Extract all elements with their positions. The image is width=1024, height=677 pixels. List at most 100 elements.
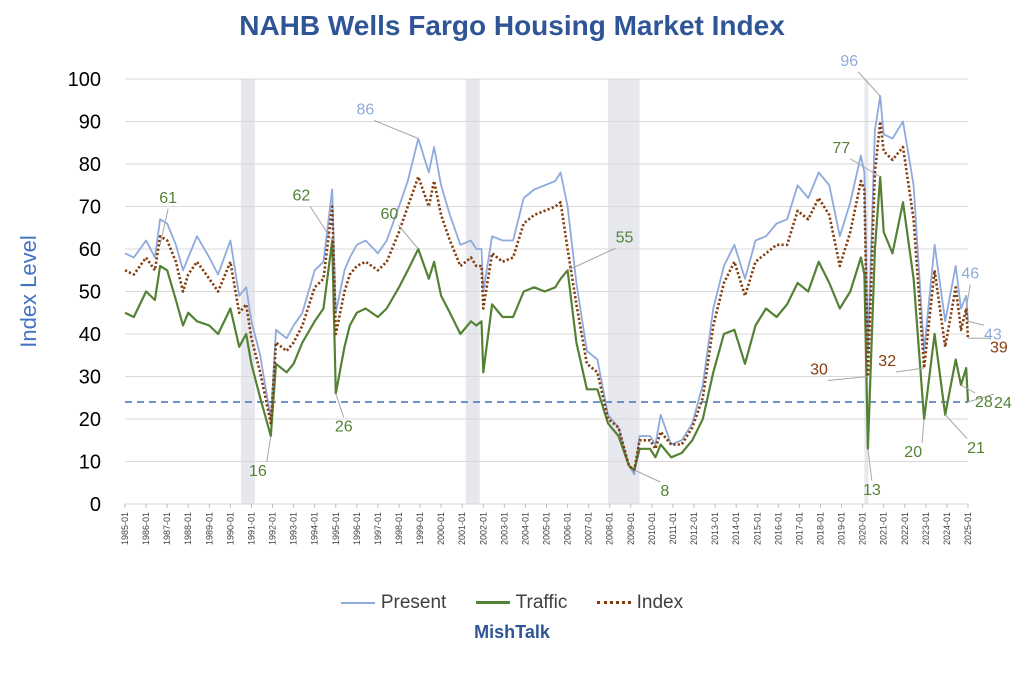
data-label: 20 [904, 444, 922, 461]
x-tick-label: 2006-01 [563, 512, 573, 545]
legend-item-index: Index [596, 592, 684, 614]
x-tick-label: 1999-01 [415, 512, 425, 545]
legend-item-present: Present [340, 592, 447, 614]
data-label: 32 [878, 353, 896, 370]
x-tick-label: 2019-01 [837, 512, 847, 545]
data-label: 61 [159, 190, 177, 207]
x-tick-label: 1991-01 [246, 512, 256, 545]
y-tick-label: 40 [79, 324, 101, 346]
legend-label-present: Present [380, 592, 447, 613]
x-tick-label: 2000-01 [436, 512, 446, 545]
annotation-leader [634, 469, 661, 483]
x-tick-label: 1998-01 [394, 512, 404, 545]
annotation-leader [567, 247, 616, 271]
x-tick-label: 2012-01 [689, 512, 699, 545]
annotation-leader [944, 414, 968, 440]
y-tick-label: 10 [79, 452, 101, 474]
x-tick-label: 1988-01 [183, 512, 193, 545]
legend-swatch-present [340, 601, 375, 604]
legend-item-traffic: Traffic [475, 592, 568, 614]
x-tick-label: 1993-01 [289, 512, 299, 545]
chart-title: NAHB Wells Fargo Housing Market Index [239, 10, 785, 41]
y-tick-label: 80 [79, 154, 101, 176]
data-label: 28 [975, 394, 993, 411]
y-tick-label: 60 [79, 239, 101, 261]
x-tick-label: 2021-01 [879, 512, 889, 545]
y-tick-label: 30 [79, 367, 101, 389]
x-tick-label: 2016-01 [773, 512, 783, 545]
data-label: 96 [840, 53, 858, 70]
data-label: 21 [967, 440, 985, 457]
x-tick-label: 2015-01 [752, 512, 762, 545]
annotation-leader [965, 284, 971, 309]
x-tick-label: 1996-01 [352, 512, 362, 545]
x-tick-label: 1990-01 [225, 512, 235, 545]
annotation-leader [967, 393, 995, 403]
data-label: 30 [810, 362, 828, 379]
annotation-leader [960, 384, 976, 394]
x-tick-label: 2011-01 [668, 512, 678, 544]
annotation-leader [921, 418, 925, 444]
series-line-traffic [124, 175, 970, 472]
annotation-leader [867, 448, 873, 481]
x-tick-label: 1995-01 [331, 512, 341, 545]
data-label: 77 [832, 140, 850, 157]
data-label: 86 [356, 102, 374, 119]
data-label: 62 [292, 188, 310, 205]
y-tick-label: 20 [79, 409, 101, 431]
x-tick-label: 2007-01 [584, 512, 594, 545]
x-tick-label: 1997-01 [373, 512, 383, 545]
annotation-leader [374, 120, 419, 139]
data-label: 24 [994, 395, 1012, 412]
annotation-leader [335, 393, 345, 418]
legend-label-traffic: Traffic [515, 592, 568, 613]
x-tick-label: 1992-01 [268, 512, 278, 545]
annotation-leader [857, 71, 881, 97]
annotation-leader [266, 435, 272, 463]
data-label: 60 [380, 206, 398, 223]
x-tick-label: 2001-01 [457, 512, 467, 545]
data-label: 13 [863, 482, 881, 499]
data-label: 26 [335, 419, 353, 436]
y-tick-label: 0 [90, 494, 101, 516]
x-tick-label: 2002-01 [478, 512, 488, 545]
legend-label-index: Index [636, 592, 684, 613]
x-tick-label: 1985-01 [120, 512, 130, 545]
x-tick-label: 2025-01 [963, 512, 973, 545]
x-tick-label: 2017-01 [794, 512, 804, 545]
annotation-leader [827, 376, 868, 381]
annotation-leader [397, 224, 419, 250]
x-tick-label: 2013-01 [710, 512, 720, 545]
data-label: 39 [990, 339, 1008, 356]
chart-legend: Present Traffic Index [0, 592, 1024, 614]
x-tick-label: 2008-01 [605, 512, 615, 545]
data-label: 55 [616, 229, 634, 246]
y-tick-label: 50 [79, 282, 101, 304]
x-tick-label: 2022-01 [900, 512, 910, 545]
y-tick-label: 90 [79, 112, 101, 134]
legend-swatch-index [596, 601, 631, 605]
x-tick-label: 2003-01 [499, 512, 509, 545]
series-line-present [124, 95, 969, 476]
x-tick-label: 1989-01 [204, 512, 214, 545]
x-tick-label: 2018-01 [815, 512, 825, 545]
y-axis-label: Index Level [16, 235, 41, 348]
x-tick-label: 1986-01 [141, 512, 151, 545]
x-tick-label: 1987-01 [162, 512, 172, 545]
data-label: 8 [660, 483, 669, 500]
x-tick-label: 2009-01 [626, 512, 636, 545]
annotation-leader [849, 158, 881, 178]
data-label: 43 [984, 326, 1002, 343]
x-tick-label: 2020-01 [858, 512, 868, 545]
x-tick-label: 2005-01 [542, 512, 552, 545]
y-tick-label: 70 [79, 197, 101, 219]
annotation-leader [159, 208, 169, 245]
data-label: 46 [961, 266, 979, 283]
x-tick-label: 2014-01 [731, 512, 741, 545]
annotation-leader [309, 206, 333, 241]
legend-swatch-traffic [475, 601, 510, 605]
data-label: 16 [249, 463, 267, 480]
x-tick-label: 1994-01 [310, 512, 320, 545]
x-tick-label: 2024-01 [942, 512, 952, 545]
